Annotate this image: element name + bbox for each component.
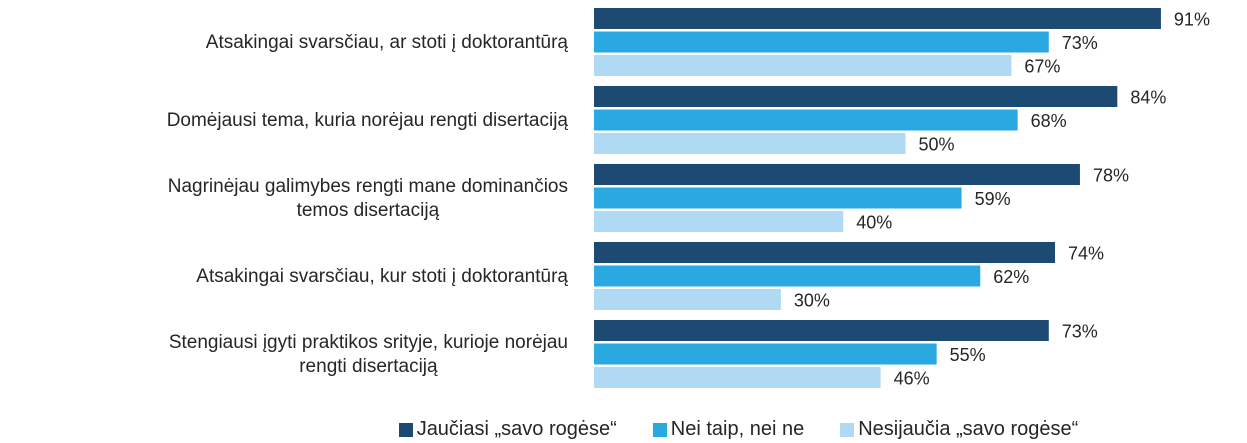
value-label: 46% (894, 368, 930, 388)
bar (594, 343, 937, 365)
value-label: 84% (1130, 87, 1166, 107)
legend-swatch (398, 422, 413, 437)
value-label: 62% (993, 267, 1029, 287)
bar (594, 242, 1056, 263)
value-label: 40% (856, 212, 892, 232)
bar (594, 55, 1012, 76)
legend-label: Nei taip, nei ne (670, 418, 805, 440)
bar (594, 320, 1049, 341)
value-label: 50% (919, 134, 955, 154)
value-label: 73% (1062, 33, 1098, 53)
value-label: 67% (1024, 56, 1060, 76)
bar (594, 86, 1118, 107)
bar (594, 289, 781, 310)
legend-item: Nei taip, nei ne (652, 418, 805, 441)
value-label: 59% (975, 189, 1011, 209)
bar (594, 8, 1161, 29)
bar (594, 164, 1080, 185)
category-label: Nagrinėjau galimybes rengti mane dominan… (167, 175, 568, 221)
legend: Jaučiasi „savo rogėse“ Nei taip, nei ne Ne… (0, 418, 1247, 441)
legend-item: Jaučiasi „savo rogėse“ (398, 418, 617, 441)
value-label: 78% (1093, 165, 1129, 185)
category-label: Stengiausi įgyti praktikos srityje, kuri… (168, 331, 568, 377)
legend-label: Jaučiasi „savo rogėse“ (416, 418, 617, 440)
legend-item: Nesijaučia „savo rogėse“ (840, 418, 1078, 441)
legend-swatch (652, 422, 667, 437)
bar (594, 31, 1049, 53)
legend-label: Nesijaučia „savo rogėse“ (858, 418, 1079, 440)
category-label: Atsakingai svarsčiau, kur stoti į doktor… (196, 265, 568, 287)
value-label: 68% (1031, 111, 1067, 131)
value-label: 91% (1174, 9, 1210, 29)
value-label: 55% (950, 345, 986, 365)
bar (594, 367, 881, 388)
legend-swatch (840, 422, 855, 437)
bar (594, 109, 1018, 131)
category-label: Domėjausi tema, kuria norėjau rengti dis… (166, 109, 568, 131)
value-label: 30% (794, 290, 830, 310)
value-label: 74% (1068, 243, 1104, 263)
bar (594, 211, 844, 232)
value-label: 73% (1062, 321, 1098, 341)
bar (594, 265, 981, 287)
bar (594, 133, 906, 154)
category-label: Atsakingai svarsčiau, ar stoti į doktora… (205, 31, 568, 53)
bar (594, 187, 962, 209)
